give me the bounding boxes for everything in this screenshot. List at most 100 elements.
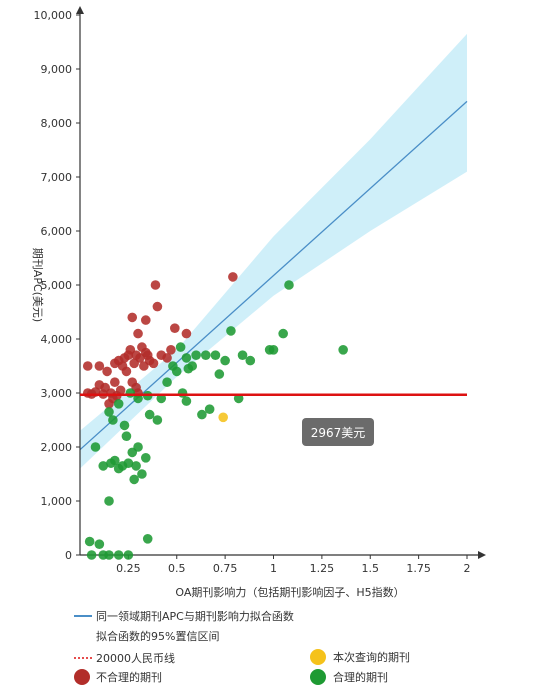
point-reasonable[interactable] [191,350,201,361]
x-tick-label: 2 [464,562,471,575]
point-reasonable[interactable] [113,399,124,409]
legend-unreasonable-label: 不合理的期刊 [96,670,162,684]
point-reasonable[interactable] [181,353,192,363]
x-axis-arrow [478,551,486,559]
point-reasonable[interactable] [142,534,153,544]
point-reasonable[interactable] [278,328,288,339]
x-tick-label: 1.75 [406,562,431,575]
point-reasonable[interactable] [200,350,211,361]
point-reasonable[interactable] [104,407,114,417]
y-tick-label: 2,000 [41,441,73,454]
point-reasonable[interactable] [140,453,151,463]
point-reasonable[interactable] [204,404,215,415]
x-tick-label: 1.5 [362,562,380,575]
point-reasonable[interactable] [226,326,236,336]
point-reasonable[interactable] [284,280,294,290]
point-unreasonable[interactable] [82,361,93,371]
point-reasonable[interactable] [129,474,139,485]
point-reasonable[interactable] [214,369,225,379]
y-tick-label: 3,000 [41,387,73,400]
x-tick-label: 0.25 [116,562,141,575]
y-tick-label: 7,000 [41,171,73,184]
point-reasonable[interactable] [133,442,143,452]
y-tick-label: 4,000 [41,333,73,346]
point-unreasonable[interactable] [148,358,159,369]
y-tick-label: 6,000 [41,225,73,238]
point-reasonable[interactable] [121,431,132,442]
point-reasonable[interactable] [104,550,114,560]
point-reasonable[interactable] [108,415,118,425]
point-reasonable[interactable] [84,536,95,547]
legend-unreasonable-swatch [74,669,90,685]
point-reasonable[interactable] [123,458,134,469]
point-reasonable[interactable] [113,550,124,560]
point-unreasonable[interactable] [181,328,192,339]
point-reasonable[interactable] [220,355,230,366]
point-reasonable[interactable] [175,342,186,352]
y-tick-label: 5,000 [41,279,73,292]
x-tick-label: 0.75 [213,562,238,575]
point-unreasonable[interactable] [115,385,126,396]
point-unreasonable[interactable] [133,328,143,339]
point-reasonable[interactable] [181,396,192,406]
legend-queried-swatch [310,649,326,665]
point-reasonable[interactable] [119,420,130,431]
point-reasonable[interactable] [268,345,279,355]
point-reasonable[interactable] [90,442,101,452]
point-unreasonable[interactable] [150,280,161,290]
point-reasonable[interactable] [131,461,141,471]
point-unreasonable[interactable] [102,366,112,377]
point-queried[interactable] [218,412,228,423]
x-tick-label: 0.5 [168,562,186,575]
y-axis-arrow [76,6,84,14]
y-tick-label: 1,000 [41,495,73,508]
legend-reasonable-swatch [310,669,326,685]
point-unreasonable[interactable] [110,377,120,388]
point-reasonable[interactable] [152,415,163,425]
y-tick-label: 0 [65,549,72,562]
x-tick-label: 1.25 [310,562,335,575]
point-reasonable[interactable] [123,550,134,560]
point-reasonable[interactable] [171,366,182,377]
point-unreasonable[interactable] [127,312,138,323]
x-tick-label: 1 [270,562,277,575]
point-unreasonable[interactable] [162,353,172,363]
tooltip-box [302,418,374,446]
legend-confidence-band-label: 拟合函数的95%置信区间 [96,629,219,643]
point-reasonable[interactable] [86,550,97,560]
point-unreasonable[interactable] [94,361,105,371]
point-reasonable[interactable] [110,455,120,466]
point-reasonable[interactable] [94,539,105,549]
y-tick-label: 9,000 [41,63,73,76]
point-reasonable[interactable] [245,355,256,366]
point-reasonable[interactable] [338,345,348,355]
point-reasonable[interactable] [237,350,248,361]
point-reasonable[interactable] [197,409,207,420]
point-reasonable[interactable] [98,461,109,471]
tooltip-label: 2967美元 [311,426,366,440]
y-axis-title: 期刊APC(美元) [31,248,44,322]
point-unreasonable[interactable] [121,366,132,377]
point-unreasonable[interactable] [140,315,151,325]
x-axis-title: OA期刊影响力（包括期刊影响因子、H5指数） [175,585,404,599]
point-reasonable[interactable] [104,496,114,506]
fit-line [79,100,468,451]
y-tick-label: 8,000 [41,117,73,130]
legend-queried-label: 本次查询的期刊 [333,650,410,664]
point-reasonable[interactable] [137,469,147,479]
legend-reference-line-label: 20000人民币线 [96,651,175,665]
legend-fit-line-label: 同一领域期刊APC与期刊影响力拟合函数 [96,609,294,623]
point-reasonable[interactable] [187,361,198,371]
point-unreasonable[interactable] [170,323,180,334]
point-reasonable[interactable] [144,409,155,420]
legend-reasonable-label: 合理的期刊 [333,670,388,684]
point-reasonable[interactable] [210,350,221,361]
point-reasonable[interactable] [162,377,172,388]
y-tick-label: 10,000 [34,9,73,22]
point-unreasonable[interactable] [152,301,163,312]
confidence-band [80,33,467,469]
point-unreasonable[interactable] [228,272,238,282]
point-reasonable[interactable] [125,388,136,398]
point-unreasonable[interactable] [166,345,176,355]
